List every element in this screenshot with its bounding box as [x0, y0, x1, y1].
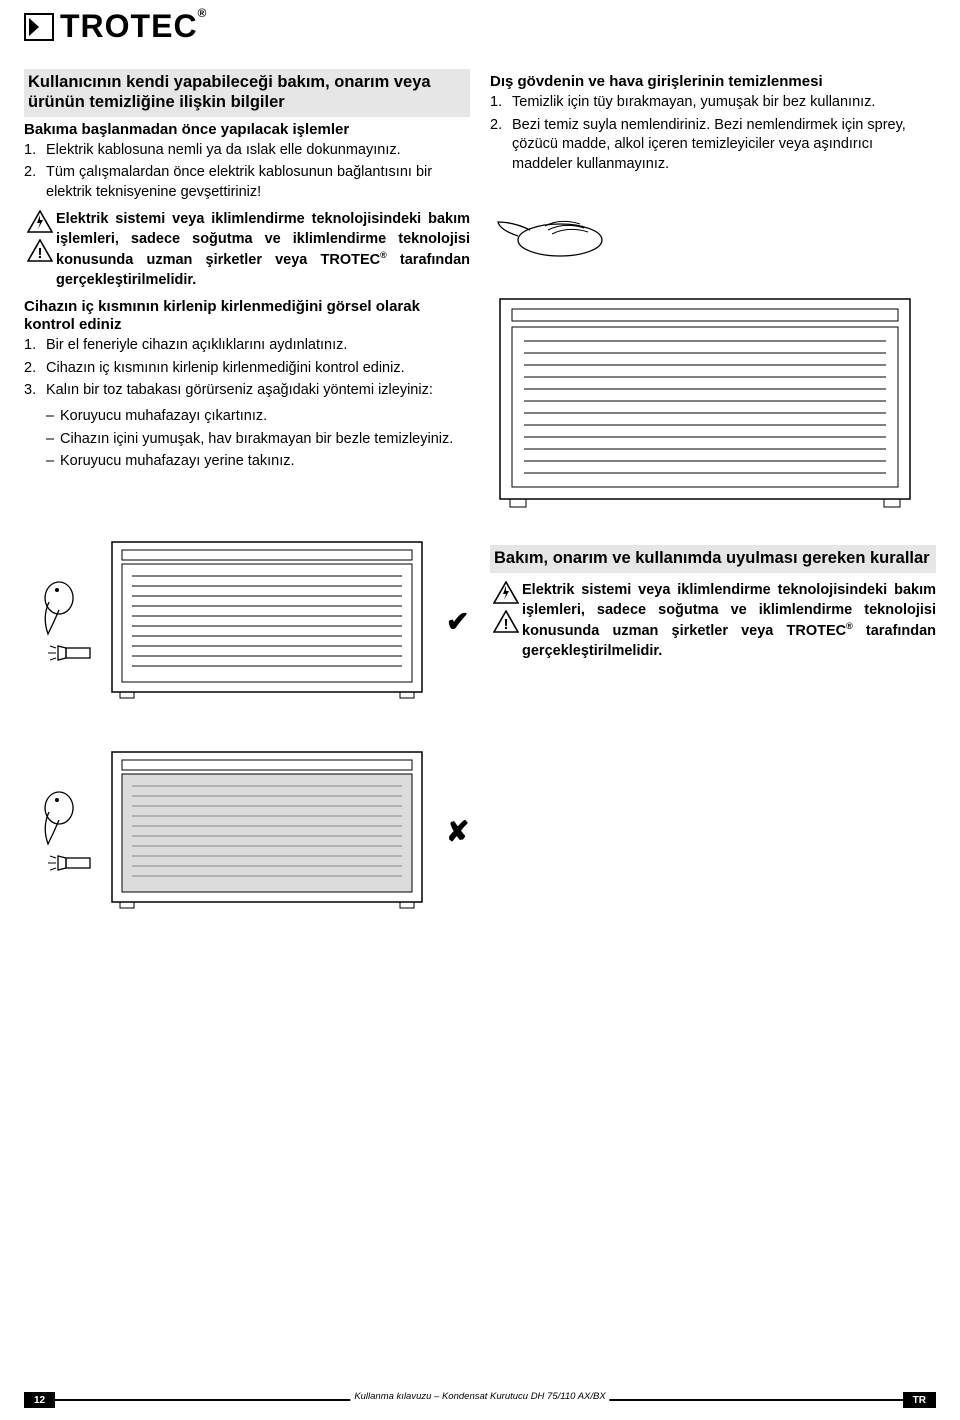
ordered-list: 1.Temizlik için tüy bırakmayan, yumuşak …: [490, 93, 936, 174]
item-text: Tüm çalışmalardan önce elektrik kablosun…: [46, 163, 470, 202]
item-number: 1.: [24, 336, 46, 356]
warning-text: Elektrik sistemi veya iklimlendirme tekn…: [522, 581, 936, 661]
diagram-row: ✘: [24, 742, 470, 922]
ordered-list: 1.Bir el feneriyle cihazın açıklıklarını…: [24, 336, 470, 401]
right-column: Dış gövdenin ve hava girişlerinin temizl…: [490, 69, 936, 946]
left-column: Kullanıcının kendi yapabileceği bakım, o…: [24, 69, 470, 946]
appliance-icon: [490, 289, 920, 519]
item-text: Koruyucu muhafazayı çıkartınız.: [60, 407, 470, 427]
dash-list: –Koruyucu muhafazayı çıkartınız. –Cihazı…: [46, 407, 470, 472]
section-heading: Kullanıcının kendi yapabileceği bakım, o…: [24, 69, 470, 117]
diagram-row: ✔: [24, 532, 470, 712]
logo-text: TROTEC®: [60, 8, 207, 45]
logo-trademark: ®: [198, 6, 208, 20]
list-item: 1.Temizlik için tüy bırakmayan, yumuşak …: [490, 93, 936, 113]
electric-hazard-icon: [27, 210, 53, 233]
item-number: 3.: [24, 381, 46, 401]
dash: –: [46, 452, 60, 472]
item-number: 1.: [24, 141, 46, 161]
item-number: 2.: [490, 116, 512, 175]
warning-block: ! Elektrik sistemi veya iklimlendirme te…: [490, 581, 936, 661]
warning-icon: !: [493, 610, 519, 633]
page-number: 12: [24, 1392, 55, 1408]
item-text: Cihazın iç kısmının kirlenip kirlenmediğ…: [46, 359, 470, 379]
list-item: 1.Elektrik kablosuna nemli ya da ıslak e…: [24, 141, 470, 161]
item-text: Temizlik için tüy bırakmayan, yumuşak bi…: [512, 93, 936, 113]
dash: –: [46, 430, 60, 450]
diagram-appliance: [490, 289, 936, 526]
appliance-clean-icon: [102, 532, 432, 712]
item-text: Elektrik kablosuna nemli ya da ıslak ell…: [46, 141, 470, 161]
warning-text: Elektrik sistemi veya iklimlendirme tekn…: [56, 210, 470, 290]
list-item: –Koruyucu muhafazayı çıkartınız.: [46, 407, 470, 427]
subsection-heading: Cihazın iç kısmının kirlenip kirlenmediğ…: [24, 298, 470, 334]
footer-title: Kullanma kılavuzu – Kondensat Kurutucu D…: [350, 1391, 609, 1402]
item-text: Bir el feneriyle cihazın açıklıklarını a…: [46, 336, 470, 356]
list-item: 3.Kalın bir toz tabakası görürseniz aşağ…: [24, 381, 470, 401]
section-heading: Bakım, onarım ve kullanımda uyulması ger…: [490, 545, 936, 573]
diagram-hand-cloth: [490, 192, 936, 269]
warn-reg: ®: [846, 621, 853, 631]
list-item: 1.Bir el feneriyle cihazın açıklıklarını…: [24, 336, 470, 356]
item-text: Koruyucu muhafazayı yerine takınız.: [60, 452, 470, 472]
item-text: Bezi temiz suyla nemlendiriniz. Bezi nem…: [512, 116, 936, 175]
footer-lang: TR: [903, 1392, 936, 1408]
subsection-heading: Bakıma başlanmadan önce yapılacak işleml…: [24, 121, 470, 139]
brand-logo: TROTEC®: [24, 8, 936, 45]
list-item: 2.Cihazın iç kısmının kirlenip kirlenmed…: [24, 359, 470, 379]
item-text: Kalın bir toz tabakası görürseniz aşağıd…: [46, 381, 470, 401]
item-text: Cihazın içini yumuşak, hav bırakmayan bi…: [60, 430, 470, 450]
logo-mark-icon: [24, 13, 54, 41]
hand-cloth-icon: [490, 192, 650, 262]
item-number: 1.: [490, 93, 512, 113]
warning-block: ! Elektrik sistemi veya iklimlendirme te…: [24, 210, 470, 290]
list-item: 2.Tüm çalışmalardan önce elektrik kablos…: [24, 163, 470, 202]
check-icon: ✔: [446, 603, 469, 641]
svg-text:!: !: [504, 616, 509, 633]
list-item: –Cihazın içini yumuşak, hav bırakmayan b…: [46, 430, 470, 450]
warning-icon: !: [27, 239, 53, 262]
list-item: 2.Bezi temiz suyla nemlendiriniz. Bezi n…: [490, 116, 936, 175]
dash: –: [46, 407, 60, 427]
content-columns: Kullanıcının kendi yapabileceği bakım, o…: [24, 69, 936, 946]
svg-text:!: !: [38, 245, 43, 262]
item-number: 2.: [24, 359, 46, 379]
list-item: –Koruyucu muhafazayı yerine takınız.: [46, 452, 470, 472]
person-flashlight-icon: [24, 772, 94, 892]
cross-icon: ✘: [446, 813, 469, 851]
warning-icons: !: [490, 581, 522, 661]
warning-icons: !: [24, 210, 56, 290]
logo-name: TROTEC: [60, 8, 198, 44]
page-footer: 12 Kullanma kılavuzu – Kondensat Kurutuc…: [24, 1392, 936, 1408]
warn-reg: ®: [380, 250, 387, 260]
subsection-heading: Dış gövdenin ve hava girişlerinin temizl…: [490, 73, 936, 91]
ordered-list: 1.Elektrik kablosuna nemli ya da ıslak e…: [24, 141, 470, 203]
diagram-inspect-cross: ✘: [24, 742, 470, 922]
appliance-dirty-icon: [102, 742, 432, 922]
electric-hazard-icon: [493, 581, 519, 604]
item-number: 2.: [24, 163, 46, 202]
person-flashlight-icon: [24, 562, 94, 682]
diagram-inspect-check: ✔: [24, 532, 470, 712]
